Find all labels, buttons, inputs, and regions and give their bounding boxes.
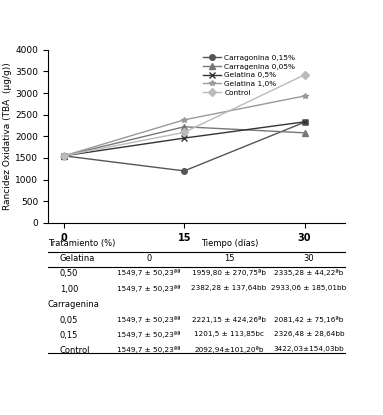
Y-axis label: Rancidez Oxidativa (TBA  (μg/g)): Rancidez Oxidativa (TBA (μg/g)) <box>3 63 12 210</box>
Text: 1549,7 ± 50,23ªª: 1549,7 ± 50,23ªª <box>117 315 180 322</box>
Text: Tiempo (días): Tiempo (días) <box>201 239 259 248</box>
Text: Carragenina: Carragenina <box>48 300 100 309</box>
Text: 0,05: 0,05 <box>60 315 78 325</box>
Text: 2221,15 ± 424,26ªb: 2221,15 ± 424,26ªb <box>192 315 266 322</box>
Text: 30: 30 <box>304 254 314 263</box>
Text: 2933,06 ± 185,01bb: 2933,06 ± 185,01bb <box>272 285 347 291</box>
Text: 1201,5 ± 113,85bc: 1201,5 ± 113,85bc <box>194 331 264 337</box>
Text: 0,50: 0,50 <box>60 269 78 278</box>
Text: 2326,48 ± 28,64bb: 2326,48 ± 28,64bb <box>274 331 344 337</box>
Text: Control: Control <box>60 347 90 355</box>
Text: 1,00: 1,00 <box>60 285 78 294</box>
Text: 2092,94±101,20ªb: 2092,94±101,20ªb <box>194 347 264 354</box>
Text: Gelatina: Gelatina <box>60 254 95 263</box>
Text: 2335,28 ± 44,22ªb: 2335,28 ± 44,22ªb <box>274 269 344 276</box>
Text: 1549,7 ± 50,23ªª: 1549,7 ± 50,23ªª <box>117 347 180 354</box>
Legend: Carragonina 0,15%, Carragenina 0,05%, Gelatina 0,5%, Gelatina 1,0%, Control: Carragonina 0,15%, Carragenina 0,05%, Ge… <box>200 52 298 99</box>
Text: 0,15: 0,15 <box>60 331 78 340</box>
Text: 1549,7 ± 50,23ªª: 1549,7 ± 50,23ªª <box>117 285 180 292</box>
Text: Tratamiento (%): Tratamiento (%) <box>48 239 115 248</box>
Text: 2081,42 ± 75,16ªb: 2081,42 ± 75,16ªb <box>274 315 344 322</box>
Text: 1959,80 ± 270,75ªb: 1959,80 ± 270,75ªb <box>192 269 266 276</box>
Text: 1549,7 ± 50,23ªª: 1549,7 ± 50,23ªª <box>117 269 180 276</box>
Text: 1549,7 ± 50,23ªª: 1549,7 ± 50,23ªª <box>117 331 180 338</box>
Text: 0: 0 <box>146 254 151 263</box>
Text: 3422,03±154,03bb: 3422,03±154,03bb <box>274 347 344 352</box>
Text: 2382,28 ± 137,64bb: 2382,28 ± 137,64bb <box>192 285 267 291</box>
Text: 15: 15 <box>224 254 234 263</box>
